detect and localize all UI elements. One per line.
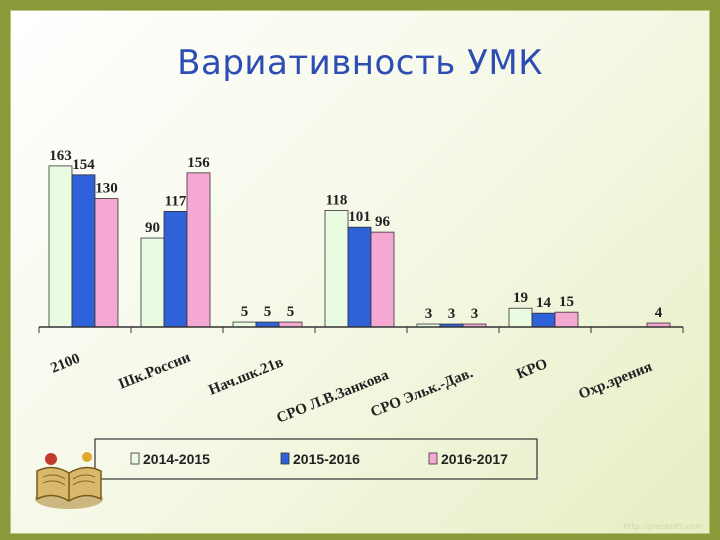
data-label: 5	[264, 304, 272, 320]
bar-2014-2015-1	[140, 237, 165, 328]
data-label: 154	[72, 157, 95, 173]
data-label: 130	[95, 181, 118, 197]
data-label: 90	[145, 220, 160, 236]
data-label: 15	[559, 294, 574, 310]
bar-2015-2016-3	[347, 226, 372, 328]
data-label: 19	[513, 290, 528, 306]
bars-layer	[48, 165, 671, 328]
data-label: 118	[326, 192, 348, 208]
bar-2015-2016-0	[71, 174, 96, 328]
data-label: 5	[241, 304, 249, 320]
data-label: 156	[187, 155, 210, 171]
watermark: http://present5.com	[623, 522, 703, 531]
legend-label: 2014-2015	[143, 451, 210, 467]
data-label: 163	[49, 148, 72, 164]
data-label: 3	[471, 306, 479, 322]
data-label: 4	[655, 305, 663, 321]
legend: 2014-2015 2015-2016 2016-2017	[94, 438, 538, 480]
data-label: 117	[165, 193, 187, 209]
legend-label: 2016-2017	[441, 451, 508, 467]
data-label: 96	[375, 214, 391, 230]
category-label: Шк.России	[117, 349, 194, 392]
legend-swatch	[280, 452, 290, 465]
category-label: Охр.зрения	[577, 359, 655, 403]
bar-2014-2015-0	[48, 165, 73, 328]
bar-2016-2017-5	[554, 311, 579, 328]
bar-2014-2015-3	[324, 209, 349, 328]
legend-swatch	[130, 452, 140, 465]
bar-2016-2017-1	[186, 172, 211, 328]
data-label: 3	[448, 306, 456, 322]
bar-2016-2017-3	[370, 231, 395, 328]
data-label: 3	[425, 306, 433, 322]
legend-box	[94, 438, 538, 480]
legend-swatch	[428, 452, 438, 465]
category-label: 2100	[49, 351, 83, 377]
book-logo-icon	[35, 452, 103, 509]
legend-label: 2015-2016	[293, 451, 360, 467]
data-label: 5	[287, 304, 295, 320]
category-label: Нач.шк.21в	[207, 354, 286, 398]
data-label: 101	[348, 209, 371, 225]
data-label: 14	[536, 295, 552, 311]
bar-2015-2016-1	[163, 210, 188, 328]
bar-2016-2017-0	[94, 198, 119, 328]
bar-2015-2016-5	[531, 312, 556, 328]
category-label: КРО	[515, 356, 550, 383]
bar-2014-2015-5	[508, 307, 533, 328]
slide-title: Вариативность УМК	[177, 43, 543, 83]
slide: Вариативность УМК 163 154 130 90 117 156 5 5 5 11…	[10, 10, 710, 534]
axis-layer	[38, 326, 684, 333]
